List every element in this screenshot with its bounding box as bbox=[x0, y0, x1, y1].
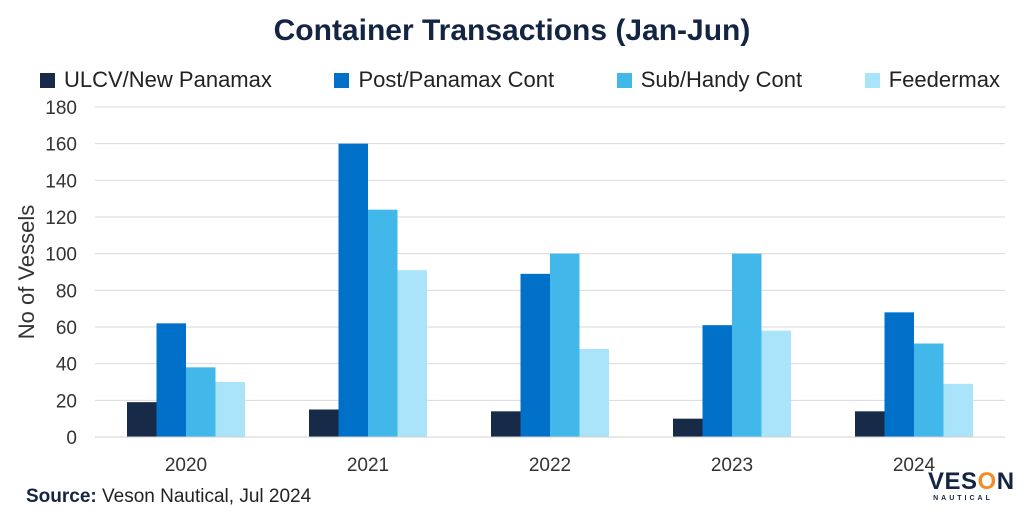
veson-logo: VESON NAUTICAL bbox=[928, 468, 1014, 503]
y-tick-label: 180 bbox=[45, 98, 77, 119]
bar bbox=[884, 312, 914, 437]
logo-wordmark: VESON bbox=[928, 468, 1014, 495]
x-tick-label: 2023 bbox=[711, 455, 753, 476]
x-tick-label: 2024 bbox=[893, 455, 936, 476]
y-tick-label: 120 bbox=[45, 208, 77, 229]
bar bbox=[702, 325, 732, 437]
legend-label: ULCV/New Panamax bbox=[64, 67, 272, 92]
legend: ULCV/New Panamax Post/Panamax Cont Sub/H… bbox=[40, 66, 1000, 94]
logo-word-start: VES bbox=[928, 468, 978, 495]
source-text: Veson Nautical, Jul 2024 bbox=[102, 486, 312, 507]
y-tick-label: 60 bbox=[56, 318, 77, 339]
logo-word-end: N bbox=[996, 468, 1015, 495]
bar bbox=[943, 383, 973, 437]
legend-swatch bbox=[864, 72, 880, 88]
legend-item-sub-handy: Sub/Handy Cont bbox=[616, 67, 803, 93]
source-label: Source: bbox=[26, 486, 97, 507]
bar bbox=[491, 411, 521, 437]
bar bbox=[914, 343, 944, 437]
legend-item-post-panamax: Post/Panamax Cont bbox=[334, 67, 554, 93]
logo-subtitle: NAUTICAL bbox=[933, 495, 993, 502]
legend-label: Post/Panamax Cont bbox=[358, 67, 555, 92]
x-tick-label: 2020 bbox=[165, 455, 207, 476]
legend-item-ulcv: ULCV/New Panamax bbox=[40, 67, 272, 93]
y-tick-label: 40 bbox=[56, 355, 77, 376]
bar bbox=[550, 253, 580, 437]
bar bbox=[520, 273, 550, 437]
y-axis-title: No of Vessels bbox=[14, 205, 39, 340]
bar bbox=[156, 323, 186, 437]
y-tick-label: 100 bbox=[45, 245, 77, 266]
bar bbox=[368, 209, 398, 437]
bar bbox=[127, 402, 157, 437]
bar bbox=[186, 367, 216, 437]
x-tick-label: 2022 bbox=[529, 455, 571, 476]
bar bbox=[579, 349, 609, 437]
logo-word-o: O bbox=[977, 468, 997, 495]
y-tick-label: 160 bbox=[45, 135, 77, 156]
legend-swatch bbox=[40, 72, 55, 88]
y-tick-label: 140 bbox=[45, 171, 77, 192]
legend-label: Sub/Handy Cont bbox=[640, 67, 803, 92]
legend-swatch bbox=[616, 72, 632, 88]
bar bbox=[215, 382, 245, 437]
legend-item-feedermax: Feedermax bbox=[864, 67, 1000, 93]
y-tick-label: 20 bbox=[56, 391, 77, 412]
bar bbox=[397, 270, 427, 437]
legend-swatch bbox=[334, 72, 350, 88]
bar bbox=[338, 143, 368, 437]
x-tick-label: 2021 bbox=[347, 455, 389, 476]
bar bbox=[309, 409, 339, 437]
bar bbox=[855, 411, 885, 437]
bar bbox=[761, 330, 791, 437]
legend-label: Feedermax bbox=[888, 67, 1000, 92]
y-tick-label: 80 bbox=[56, 281, 77, 302]
source-note: Source: Veson Nautical, Jul 2024 bbox=[26, 486, 311, 508]
bar bbox=[732, 253, 762, 437]
bar bbox=[673, 418, 703, 437]
chart-title: Container Transactions (Jan-Jun) bbox=[273, 14, 751, 47]
y-tick-label: 0 bbox=[66, 428, 77, 449]
